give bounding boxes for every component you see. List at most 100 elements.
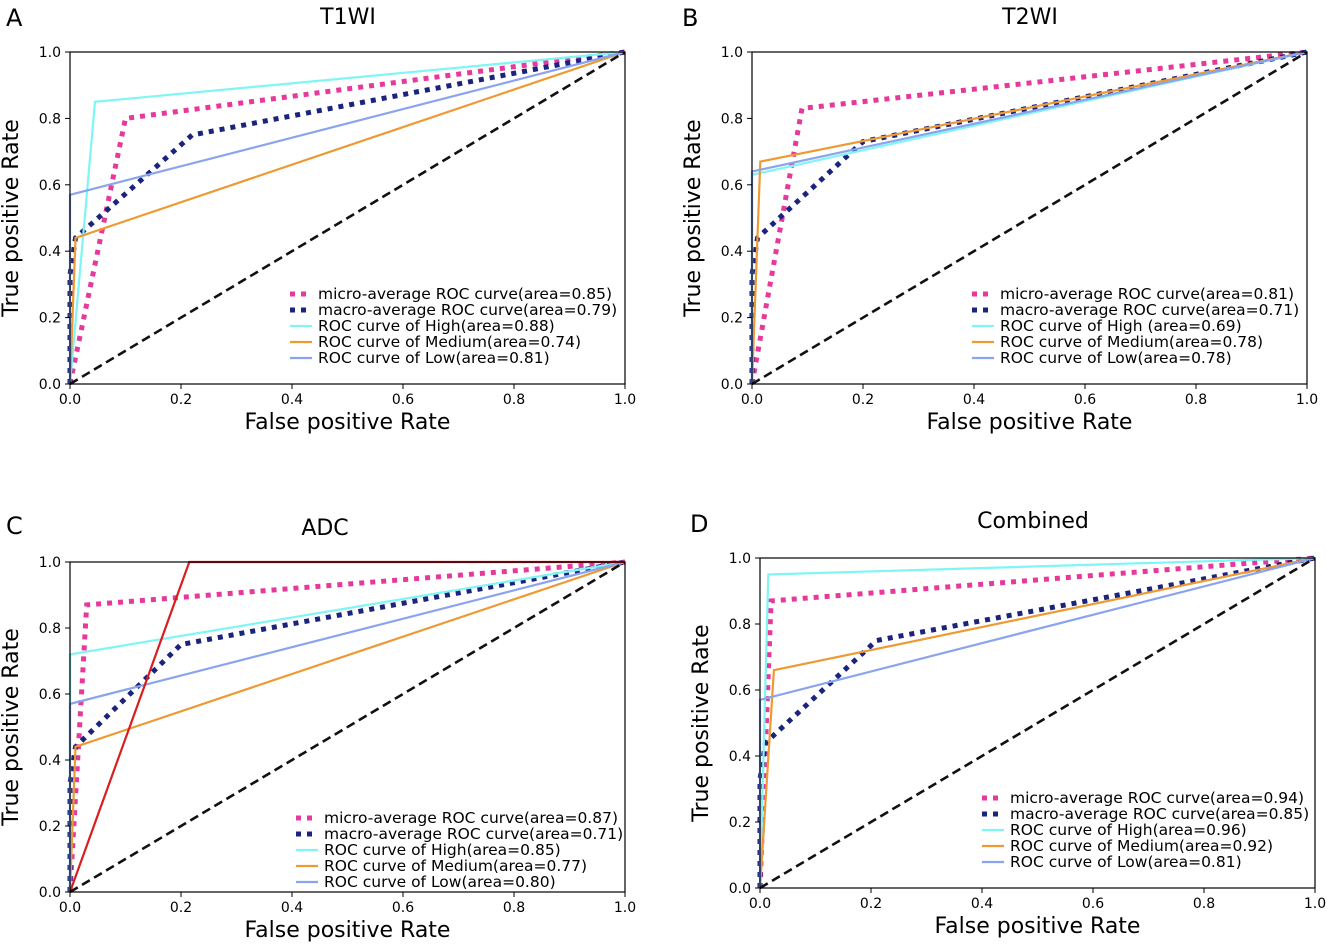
- x-axis-label: False positive Rate: [935, 914, 1141, 939]
- roc-panel-d: D Combined 0.0 0.2 0.4 0.6 0.8 1.0 0.0 0.2 0.4 0.6 0…: [689, 509, 1326, 939]
- y-tick-label: 0.0: [39, 885, 61, 901]
- series-line-high: [68, 50, 626, 385]
- y-tick-label: 0.6: [729, 683, 751, 699]
- x-tick-label: 0.0: [59, 900, 81, 916]
- x-tick-label: 0.4: [281, 392, 303, 408]
- legend-label-high: ROC curve of High(area=0.88): [318, 317, 555, 335]
- legend-label-low: ROC curve of Low(area=0.78): [1000, 349, 1232, 367]
- legend-label-high: ROC curve of High(area=0.96): [1010, 821, 1247, 839]
- legend-label-medium: ROC curve of Medium(area=0.77): [324, 857, 587, 875]
- series-line-diagonal: [69, 50, 626, 386]
- x-tick-label: 1.0: [1296, 392, 1318, 408]
- y-tick-label: 0.0: [39, 377, 61, 393]
- legend: micro-average ROC curve(area=0.85)macro-…: [290, 285, 617, 367]
- y-tick-label: 0.6: [721, 178, 743, 194]
- legend: micro-average ROC curve(area=0.87)macro-…: [296, 809, 623, 891]
- x-tick-label: 0.6: [1074, 392, 1096, 408]
- axes-frame: [69, 51, 626, 385]
- roc-panel-b: B T2WI 0.0 0.2 0.4 0.6 0.8 1.0 0.0 0.2 0.4 0.6 0.8 1.…: [681, 4, 1318, 435]
- y-tick-label: 0.8: [721, 111, 743, 127]
- x-tick-label: 0.8: [1193, 896, 1215, 912]
- legend-label-macro: macro-average ROC curve(area=0.79): [318, 301, 617, 319]
- y-tick-label: 0.4: [39, 753, 61, 769]
- series-line-macro: [757, 555, 1316, 888]
- y-tick-label: 0.4: [39, 244, 61, 260]
- x-tick-label: 1.0: [614, 900, 636, 916]
- legend-label-micro: micro-average ROC curve(area=0.94): [1010, 789, 1304, 807]
- legend-label-low: ROC curve of Low(area=0.81): [1010, 853, 1242, 871]
- y-axis-label: True positive Rate: [0, 628, 24, 826]
- series-line-medium: [750, 50, 1308, 385]
- panel-letter: D: [690, 510, 708, 538]
- y-tick-label: 0.8: [729, 617, 751, 633]
- x-tick-label: 0.0: [59, 392, 81, 408]
- x-tick-label: 0.8: [503, 392, 525, 408]
- x-tick-label: 0.8: [503, 900, 525, 916]
- y-tick-label: 1.0: [721, 45, 743, 61]
- x-tick-label: 0.2: [860, 896, 882, 912]
- legend-label-low: ROC curve of Low(area=0.81): [318, 349, 550, 367]
- series-line-diagonal: [759, 556, 1316, 890]
- chart-title: ADC: [301, 516, 348, 541]
- y-tick-label: 0.8: [39, 111, 61, 127]
- y-tick-label: 0.2: [729, 815, 751, 831]
- y-tick-label: 0.8: [39, 621, 61, 637]
- x-tick-label: 0.0: [749, 896, 771, 912]
- x-tick-label: 0.2: [170, 900, 192, 916]
- legend: micro-average ROC curve(area=0.81)macro-…: [972, 285, 1299, 367]
- chart-title: T2WI: [1001, 5, 1058, 30]
- x-axis-label: False positive Rate: [927, 410, 1133, 435]
- panel-letter: B: [682, 4, 698, 32]
- axes-frame: [759, 557, 1316, 889]
- x-axis-label: False positive Rate: [245, 918, 451, 943]
- series-line-medium: [68, 50, 626, 385]
- legend: micro-average ROC curve(area=0.94)macro-…: [982, 789, 1309, 871]
- y-tick-label: 0.4: [729, 749, 751, 765]
- y-tick-label: 1.0: [729, 551, 751, 567]
- chart-title: T1WI: [319, 5, 376, 30]
- x-tick-label: 0.4: [963, 392, 985, 408]
- x-tick-label: 1.0: [1304, 896, 1326, 912]
- legend-label-micro: micro-average ROC curve(area=0.87): [324, 809, 618, 827]
- x-tick-label: 0.6: [392, 392, 414, 408]
- series-line-high: [758, 556, 1316, 889]
- panel-letter: C: [6, 512, 23, 540]
- legend-label-micro: micro-average ROC curve(area=0.85): [318, 285, 612, 303]
- legend-label-medium: ROC curve of Medium(area=0.74): [318, 333, 581, 351]
- y-axis-label: True positive Rate: [0, 119, 24, 317]
- roc-panel-c: C ADC 0.0 0.2 0.4 0.6 0.8 1.0 0.0 0.2 0.4 0.6 0.8 1.0…: [0, 512, 636, 943]
- x-tick-label: 0.2: [852, 392, 874, 408]
- roc-panel-a: A T1WI 0.0 0.2 0.4 0.6 0.8 1.0 0.0 0.2 0.4 0.6 0.8 1.…: [0, 4, 636, 435]
- y-tick-label: 0.2: [39, 819, 61, 835]
- x-tick-label: 1.0: [614, 392, 636, 408]
- y-tick-label: 0.4: [721, 244, 743, 260]
- y-axis-label: True positive Rate: [689, 624, 714, 822]
- series-line-micro: [67, 49, 626, 385]
- series-line-diagonal: [69, 560, 626, 894]
- series-line-micro: [749, 49, 1308, 385]
- x-tick-label: 0.8: [1185, 392, 1207, 408]
- series-line-medium: [68, 560, 626, 893]
- y-tick-label: 0.2: [721, 311, 743, 327]
- y-tick-label: 0.0: [721, 377, 743, 393]
- legend-label-micro: micro-average ROC curve(area=0.81): [1000, 285, 1294, 303]
- legend-label-high: ROC curve of High (area=0.69): [1000, 317, 1242, 335]
- series-line-medium: [758, 556, 1316, 889]
- y-tick-label: 1.0: [39, 555, 61, 571]
- y-tick-label: 1.0: [39, 45, 61, 61]
- y-tick-label: 0.0: [729, 881, 751, 897]
- axes-frame: [69, 561, 626, 893]
- x-tick-label: 0.2: [170, 392, 192, 408]
- series-line-micro: [67, 559, 626, 893]
- legend-label-high: ROC curve of High(area=0.85): [324, 841, 561, 859]
- x-tick-label: 0.6: [392, 900, 414, 916]
- x-axis-label: False positive Rate: [245, 410, 451, 435]
- axes-frame: [751, 51, 1308, 385]
- y-tick-label: 0.6: [39, 687, 61, 703]
- series-line-diagonal: [751, 50, 1308, 386]
- x-tick-label: 0.6: [1082, 896, 1104, 912]
- plot-area: [757, 555, 1316, 890]
- x-tick-label: 0.4: [281, 900, 303, 916]
- legend-label-low: ROC curve of Low(area=0.80): [324, 873, 556, 891]
